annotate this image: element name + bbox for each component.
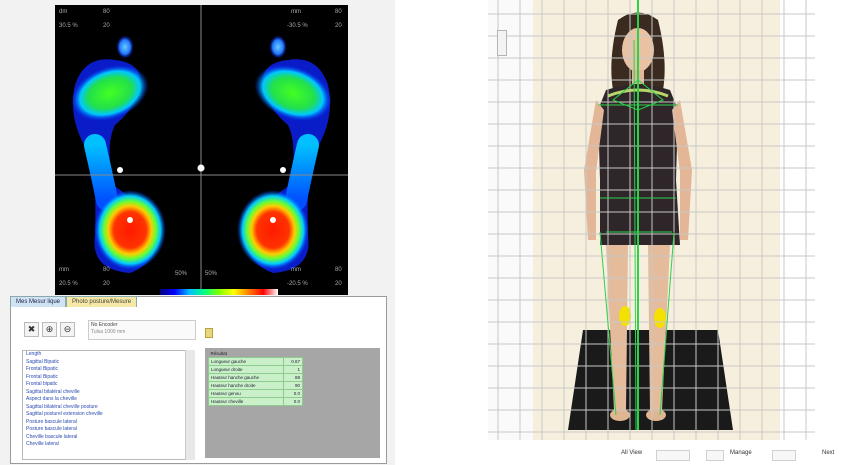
center-of-pressure-marker	[197, 164, 205, 172]
parameter-list-item[interactable]: Frontal Bipatic	[26, 373, 58, 380]
result-value: 88	[283, 373, 303, 382]
all-view-button[interactable]: All View	[621, 450, 643, 456]
table-row[interactable]: Hauteur genou 0.0	[208, 389, 303, 398]
patient-name: No Encoder	[91, 322, 118, 328]
label-br-1: mm	[291, 267, 301, 273]
result-label: Longueur gauche	[208, 357, 284, 366]
result-label: Hauteur cheville	[208, 397, 284, 406]
results-header: Résultat	[208, 350, 303, 358]
parameter-list-item[interactable]: Aspect dans la cheville	[26, 396, 77, 402]
parameter-list-item[interactable]: Sagittal bilatéral cheville	[26, 388, 80, 395]
label-tr-2: 80	[335, 9, 342, 15]
label-tl-3: 30.5 %	[59, 23, 78, 29]
result-value: 0.0	[283, 397, 303, 406]
manage-button[interactable]: Manage	[730, 450, 752, 456]
label-br-3: -20.5 %	[287, 281, 308, 287]
pressure-map-canvas	[55, 5, 348, 295]
posture-photo-canvas	[488, 0, 815, 440]
posture-lines	[598, 0, 678, 431]
label-bl-4: 20	[103, 281, 110, 287]
results-table: Résultat Longueur gauche 0.67 Longueur droi…	[208, 350, 303, 406]
result-value: 0.67	[283, 357, 303, 366]
label-tl-2: 80	[103, 9, 110, 15]
zoom-in-icon: ⊕	[45, 324, 54, 334]
result-label: Longueur droite	[208, 365, 284, 374]
label-bl-1: mm	[59, 267, 69, 273]
result-value: 1	[283, 365, 303, 374]
zoom-in-button[interactable]: ⊕	[42, 322, 57, 337]
bottom-toolbar: All View Manage Next	[488, 448, 854, 465]
posture-photo-view[interactable]	[488, 0, 815, 440]
table-row[interactable]: Longueur droite 1	[208, 365, 303, 374]
tab-measures[interactable]: Mes Mesur lique	[10, 296, 67, 307]
table-row[interactable]: Longueur gauche 0.67	[208, 357, 303, 366]
zoom-field[interactable]	[656, 450, 690, 461]
result-label: Hauteur genou	[208, 389, 284, 398]
result-label: Hauteur hanche droite	[208, 381, 284, 390]
parameter-list-item[interactable]: Cheville bascule lateral	[26, 433, 78, 440]
table-row[interactable]: Hauteur hanche droite 90	[208, 381, 303, 390]
parameter-list-scrollbar[interactable]	[185, 350, 195, 460]
label-br-4: 20	[335, 281, 342, 287]
label-bl-3: 20.5 %	[59, 281, 78, 287]
table-row[interactable]: Hauteur hanche gauche 88	[208, 373, 303, 382]
patient-detail: Tulsa 1000 mm	[91, 329, 126, 335]
result-value: 0.0	[283, 389, 303, 398]
right-foot-percentage: 50%	[205, 271, 218, 277]
parameter-list-item[interactable]: Sagittal bilatéral cheville posture	[26, 403, 98, 410]
parameter-list-item[interactable]: Cheville lateral	[26, 441, 59, 447]
mode-toggle[interactable]	[706, 450, 724, 461]
next-button[interactable]: Next	[822, 450, 835, 456]
parameter-list-item[interactable]: Posture bascule lateral	[26, 426, 77, 432]
parameter-list-item[interactable]: Posture bascule lateral	[26, 418, 77, 425]
zoom-out-button[interactable]: ⊖	[60, 322, 75, 337]
label-tr-4: 20	[335, 23, 342, 29]
tab-photo-posture[interactable]: Photo posture/Mesure	[66, 296, 138, 307]
side-panel-toggle[interactable]	[497, 30, 507, 56]
right-foot-pressure	[237, 35, 332, 274]
parameter-list-item[interactable]: Frontal Bipatic	[26, 366, 58, 372]
parameter-list-item[interactable]: Sagittal Bipatic	[26, 358, 60, 365]
parameter-list-item[interactable]: Frontal bipatic	[26, 381, 58, 387]
label-tl-1: dm	[59, 9, 68, 15]
parameter-list[interactable]: Length Sagittal Bipatic Frontal Bipatic Fro…	[22, 350, 195, 460]
label-tr-3: -30.5 %	[287, 23, 308, 29]
panel-tabs: Mes Mesur lique Photo posture/Mesure	[10, 296, 138, 307]
pressure-map-view[interactable]: dm 80 30.5 % 20 mm 80 -30.5 % 20 mm 80 2…	[55, 5, 348, 295]
label-tr-1: mm	[291, 9, 301, 15]
parameter-list-item[interactable]: Sagittal posturel extension cheville	[26, 411, 103, 417]
label-bl-2: 80	[103, 267, 110, 273]
page-field[interactable]	[772, 450, 796, 461]
label-br-2: 80	[335, 267, 342, 273]
patient-info-box: No Encoder Tulsa 1000 mm	[88, 320, 196, 340]
zoom-out-icon: ⊖	[63, 324, 72, 334]
result-value: 90	[283, 381, 303, 390]
note-icon[interactable]	[205, 328, 213, 338]
pressure-color-scale	[160, 289, 278, 295]
left-foot-pressure	[71, 35, 166, 274]
measurement-grid	[488, 0, 815, 440]
close-tool-button[interactable]: ✖	[24, 322, 39, 337]
label-tl-4: 20	[103, 23, 110, 29]
table-row[interactable]: Hauteur cheville 0.0	[208, 397, 303, 406]
result-label: Hauteur hanche gauche	[208, 373, 284, 382]
parameter-list-item[interactable]: Length	[26, 351, 42, 357]
close-icon: ✖	[27, 324, 36, 334]
left-foot-percentage: 50%	[175, 271, 188, 277]
